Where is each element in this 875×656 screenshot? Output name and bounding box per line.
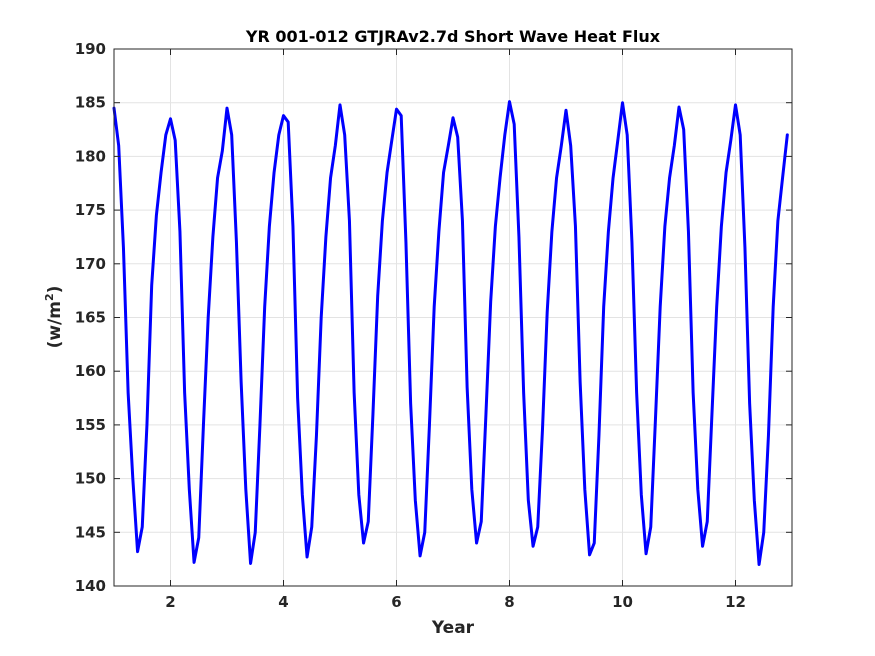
x-tick-label: 8 [504,593,514,611]
y-axis-label-text: (w/m [45,301,65,348]
x-tick-label: 4 [278,593,288,611]
x-tick-labels: 2 4 6 8 10 12 [165,593,746,611]
y-tick-label: 145 [75,523,106,541]
y-axis-label: (w/m2) [43,286,65,349]
series-group [112,100,789,567]
y-tick-label: 175 [75,201,106,219]
y-tick-label: 150 [75,470,106,488]
y-tick-label: 155 [75,416,106,434]
x-tick-label: 6 [391,593,401,611]
y-tick-label: 160 [75,362,106,380]
y-tick-label: 180 [75,147,106,165]
x-tick-label: 12 [725,593,746,611]
y-axis-label-close: ) [45,286,65,294]
chart-title: YR 001-012 GTJRAv2.7d Short Wave Heat Fl… [245,27,661,46]
y-tick-label: 140 [75,577,106,595]
series-line [112,100,789,567]
grid [114,48,792,587]
x-tick-label: 10 [612,593,633,611]
y-tick-label: 170 [75,255,106,273]
x-tick-label: 2 [165,593,175,611]
y-tick-label: 190 [75,40,106,58]
ticks [114,48,792,587]
y-tick-label: 185 [75,94,106,112]
y-tick-labels: 140 145 150 155 160 165 170 175 180 185 190 [75,40,106,595]
x-axis-label: Year [431,618,475,638]
y-tick-label: 165 [75,309,106,327]
y-axis-label-superscript: 2 [43,293,56,301]
